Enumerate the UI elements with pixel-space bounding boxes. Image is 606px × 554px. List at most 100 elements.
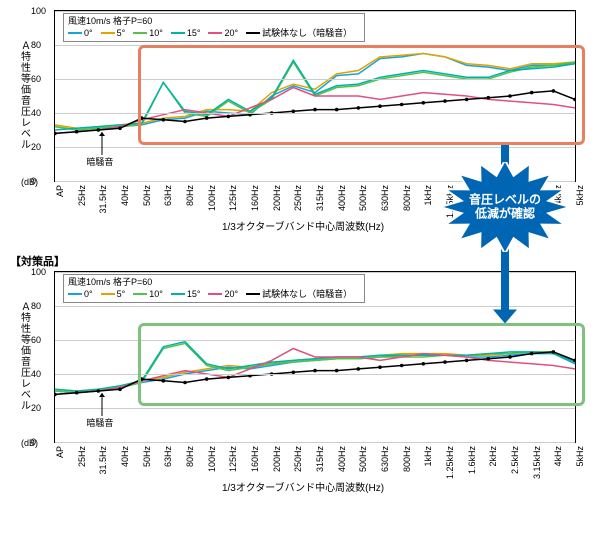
y-tick-label: 0 [31, 437, 36, 447]
bg-marker [75, 391, 79, 395]
legend-label: 0° [84, 289, 93, 299]
x-tick-label: 3.15kHz [532, 446, 542, 479]
bg-marker [162, 118, 166, 122]
y-tick-label: 40 [31, 369, 41, 379]
legend-item: 15° [171, 289, 201, 301]
bg-marker [335, 369, 339, 373]
bg-marker [55, 393, 57, 397]
bg-marker [118, 127, 122, 131]
y-tick-label: 20 [31, 142, 41, 152]
x-tick-label: 25Hz [77, 446, 87, 467]
legend-item: 15° [171, 28, 201, 40]
legend-label: 10° [149, 28, 163, 38]
bg-marker [422, 101, 426, 105]
bg-marker [552, 350, 556, 354]
bg-marker [422, 362, 426, 366]
legend-item: 5° [101, 28, 126, 40]
x-axis-title: 1/3オクターブバンド中心周波数(Hz) [10, 479, 596, 494]
gridline [55, 11, 575, 12]
legend-swatch [208, 32, 222, 34]
y-tick-label: 0 [31, 176, 36, 186]
chart1-legend: 風速10m/s 格子P=60 0°5°10°15°20°試験体なし（暗騒音） [63, 13, 365, 42]
x-tick-label: 31.5Hz [98, 185, 108, 214]
x-tick-label: 25Hz [77, 185, 87, 206]
y-tick-label: 20 [31, 403, 41, 413]
bg-marker [465, 98, 469, 102]
x-tick-label: 31.5Hz [98, 446, 108, 475]
x-tick-label: AP [55, 185, 65, 197]
x-tick-label: 40Hz [120, 446, 130, 467]
legend-swatch [208, 293, 222, 295]
legend-item: 試験体なし（暗騒音） [246, 289, 352, 301]
legend-header: 風速10m/s 格子P=60 [68, 277, 360, 289]
x-tick-label: 40Hz [120, 185, 130, 206]
x-tick-label: 1.25kHz [445, 446, 455, 479]
x-tick-label: 400Hz [337, 446, 347, 472]
x-tick-label: 800Hz [402, 446, 412, 472]
bg-marker [552, 89, 556, 93]
x-tick-label: 400Hz [337, 185, 347, 211]
bg-marker [530, 91, 534, 95]
bg-marker [487, 357, 491, 361]
bg-marker [75, 130, 79, 134]
bg-marker [118, 388, 122, 392]
legend-item: 10° [133, 289, 163, 301]
bg-marker [183, 381, 187, 385]
x-tick-label: 100Hz [207, 185, 217, 211]
x-tick-label: 1kHz [423, 185, 433, 206]
gridline [55, 45, 575, 46]
x-tick-label: 250Hz [293, 185, 303, 211]
x-tick-label: 500Hz [358, 185, 368, 211]
x-tick-label: 2kHz [488, 446, 498, 467]
x-tick-label: 200Hz [272, 185, 282, 211]
gridline [55, 408, 575, 409]
x-tick-label: 800Hz [402, 185, 412, 211]
x-tick-label: 5kHz [575, 185, 585, 206]
legend-label: 20° [224, 289, 238, 299]
legend-label: 5° [117, 28, 126, 38]
burst-callout: 音圧レベルの低減が確認 [440, 162, 570, 252]
gridline [55, 340, 575, 341]
gridline [55, 442, 575, 443]
bg-marker [508, 94, 512, 98]
x-tick-label: 5kHz [575, 446, 585, 467]
legend-item: 10° [133, 28, 163, 40]
legend-swatch [133, 293, 147, 295]
legend-items-row: 0° 5° 10° 15° 20° 試験体なし（暗騒音） [68, 289, 360, 301]
x-tick-label: 1kHz [423, 446, 433, 467]
legend-label: 5° [117, 289, 126, 299]
bg-marker [335, 108, 339, 112]
legend-label: 15° [187, 289, 201, 299]
legend-swatch [171, 293, 185, 295]
bg-marker [378, 365, 382, 369]
x-tick-label: 315Hz [315, 185, 325, 211]
legend-header: 風速10m/s 格子P=60 [68, 16, 360, 28]
legend-label: 0° [84, 28, 93, 38]
x-tick-label: 100Hz [207, 446, 217, 472]
bg-marker [400, 103, 404, 107]
series-0deg [55, 54, 575, 131]
bg-marker [465, 359, 469, 363]
x-tick-label: 315Hz [315, 446, 325, 472]
bg-marker [205, 116, 209, 120]
x-tick-label: 250Hz [293, 446, 303, 472]
x-tick-label: 2.5kHz [510, 446, 520, 474]
bg-marker [205, 377, 209, 381]
y-tick-label: 80 [31, 40, 41, 50]
legend-item: 試験体なし（暗騒音） [246, 28, 352, 40]
legend-items-row: 0°5°10°15°20°試験体なし（暗騒音） [68, 28, 360, 40]
bg-marker [378, 104, 382, 108]
x-tick-label: 50Hz [142, 185, 152, 206]
page: 風速10m/s 格子P=60 0° 5° 10° 15° 20° 試験体なし（暗騒音） Ａ… [10, 10, 596, 494]
y-tick-label: 80 [31, 301, 41, 311]
legend-swatch [246, 293, 260, 295]
legend-swatch [133, 32, 147, 34]
bg-marker [357, 367, 361, 371]
x-tick-label: 125Hz [228, 185, 238, 211]
bg-marker [183, 120, 187, 124]
x-tick-label: 4kHz [553, 446, 563, 467]
burst-line1: 音圧レベルの [440, 193, 570, 207]
x-tick-label: 630Hz [380, 185, 390, 211]
y-axis-title: Ａ特性等価音圧レベル [19, 41, 33, 151]
x-tick-label: 160Hz [250, 446, 260, 472]
